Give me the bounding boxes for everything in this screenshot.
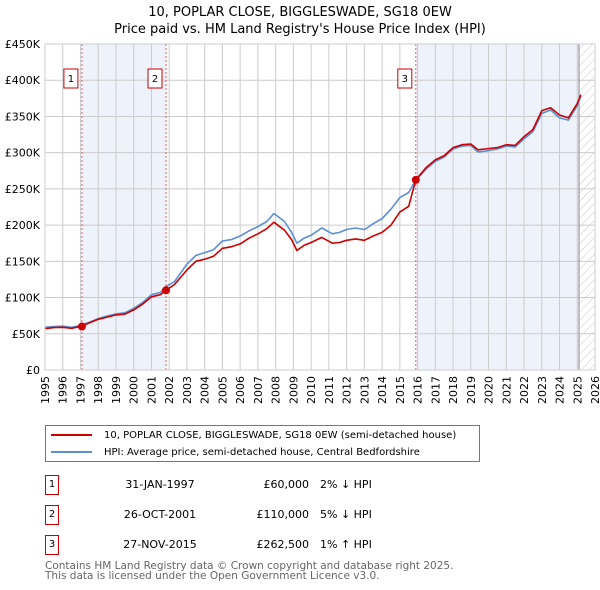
y-tick-label: £450K: [5, 38, 41, 51]
x-tick-label: 2025: [571, 376, 584, 404]
chart-title: 10, POPLAR CLOSE, BIGGLESWADE, SG18 0EW: [148, 5, 452, 20]
x-tick-label: 2002: [163, 376, 176, 404]
y-tick-label: £400K: [5, 74, 41, 87]
transaction-date: 27-NOV-2015: [123, 538, 197, 551]
sale-label-box: [63, 68, 79, 89]
sale-label: 3: [402, 74, 408, 85]
x-tick-label: 2000: [128, 376, 141, 404]
legend-swatch-price: [51, 434, 92, 436]
footer-copyright: Contains HM Land Registry data © Crown c…: [45, 560, 454, 572]
transaction-marker: 1: [45, 475, 59, 495]
transaction-price: £110,000: [256, 508, 310, 521]
x-tick-label: 2012: [341, 376, 354, 404]
y-tick-label: £250K: [5, 183, 41, 196]
chart-subtitle: Price paid vs. HM Land Registry's House …: [114, 22, 486, 37]
y-tick-label: £150K: [5, 255, 41, 268]
sale-label: 2: [152, 74, 158, 85]
legend-label-price: 10, POPLAR CLOSE, BIGGLESWADE, SG18 0EW …: [104, 429, 457, 441]
legend: 10, POPLAR CLOSE, BIGGLESWADE, SG18 0EW …: [45, 425, 480, 462]
footer-licence: This data is licensed under the Open Gov…: [45, 570, 380, 582]
sale-point: [77, 322, 86, 331]
transaction-date: 31-JAN-1997: [125, 478, 195, 491]
price-paid-line: [44, 94, 582, 330]
legend-swatch-hpi: [51, 451, 92, 453]
x-tick-label: 1999: [110, 376, 123, 404]
sale-label-box: [147, 68, 163, 89]
legend-label-hpi: HPI: Average price, semi-detached house,…: [104, 446, 420, 458]
x-tick-label: 2004: [199, 376, 212, 404]
shaded-period: [415, 44, 580, 370]
x-tick-label: 1997: [74, 376, 87, 404]
legend-item-price: 10, POPLAR CLOSE, BIGGLESWADE, SG18 0EW …: [46, 427, 456, 443]
x-tick-label: 2019: [465, 376, 478, 404]
x-tick-label: 2018: [447, 376, 460, 404]
x-tick-label: 2003: [181, 376, 194, 404]
x-tick-label: 2011: [323, 376, 336, 404]
plot-frame: [44, 43, 596, 371]
y-tick-label: £200K: [5, 219, 41, 232]
x-tick-label: 2008: [270, 376, 283, 404]
x-tick-label: 2016: [412, 376, 425, 404]
transaction-marker: 2: [45, 505, 59, 525]
x-tick-label: 2015: [394, 376, 407, 404]
x-tick-label: 2014: [376, 376, 389, 404]
x-tick-label: 2017: [429, 376, 442, 404]
transaction-hpi-diff: 5% ↓ HPI: [320, 508, 372, 521]
x-tick-label: 2001: [145, 376, 158, 404]
y-tick-label: £0: [26, 364, 40, 377]
y-tick-label: £300K: [5, 147, 41, 160]
x-tick-label: 1998: [92, 376, 105, 404]
x-tick-label: 2020: [483, 376, 496, 404]
x-tick-label: 1996: [57, 376, 70, 404]
x-tick-label: 2013: [358, 376, 371, 404]
future-hatched-region: [579, 44, 595, 370]
x-tick-label: 2021: [500, 376, 513, 404]
sale-point: [162, 286, 170, 295]
x-tick-label: 2007: [252, 376, 265, 404]
transaction-marker: 3: [45, 535, 59, 555]
transaction-price: £262,500: [256, 538, 310, 551]
sale-point: [411, 175, 420, 184]
x-tick-label: 2009: [287, 376, 300, 404]
shaded-period: [81, 44, 166, 370]
x-tick-label: 2022: [518, 376, 531, 404]
legend-item-hpi: HPI: Average price, semi-detached house,…: [46, 444, 420, 460]
y-tick-label: £350K: [5, 110, 41, 123]
y-tick-label: £50K: [12, 328, 41, 341]
x-tick-label: 2006: [234, 376, 247, 404]
transaction-hpi-diff: 2% ↓ HPI: [320, 478, 372, 491]
sale-label: 1: [68, 74, 74, 85]
transaction-hpi-diff: 1% ↑ HPI: [320, 538, 372, 551]
x-tick-label: 2005: [216, 376, 229, 404]
price-chart: 1995 1996 1997 1998 1999 2000 2001 2002 2003 2004…: [5, 38, 600, 404]
sale-label-box: [397, 68, 413, 89]
x-tick-label: 2024: [554, 376, 567, 404]
x-tick-label: 1995: [39, 376, 52, 404]
transaction-date: 26-OCT-2001: [123, 508, 197, 521]
transaction-price: £60,000: [263, 478, 310, 491]
hpi-line: [44, 95, 582, 329]
y-tick-label: £100K: [5, 292, 41, 305]
x-tick-label: 2023: [536, 376, 549, 404]
x-tick-label: 2026: [589, 376, 600, 404]
x-tick-label: 2010: [305, 376, 318, 404]
